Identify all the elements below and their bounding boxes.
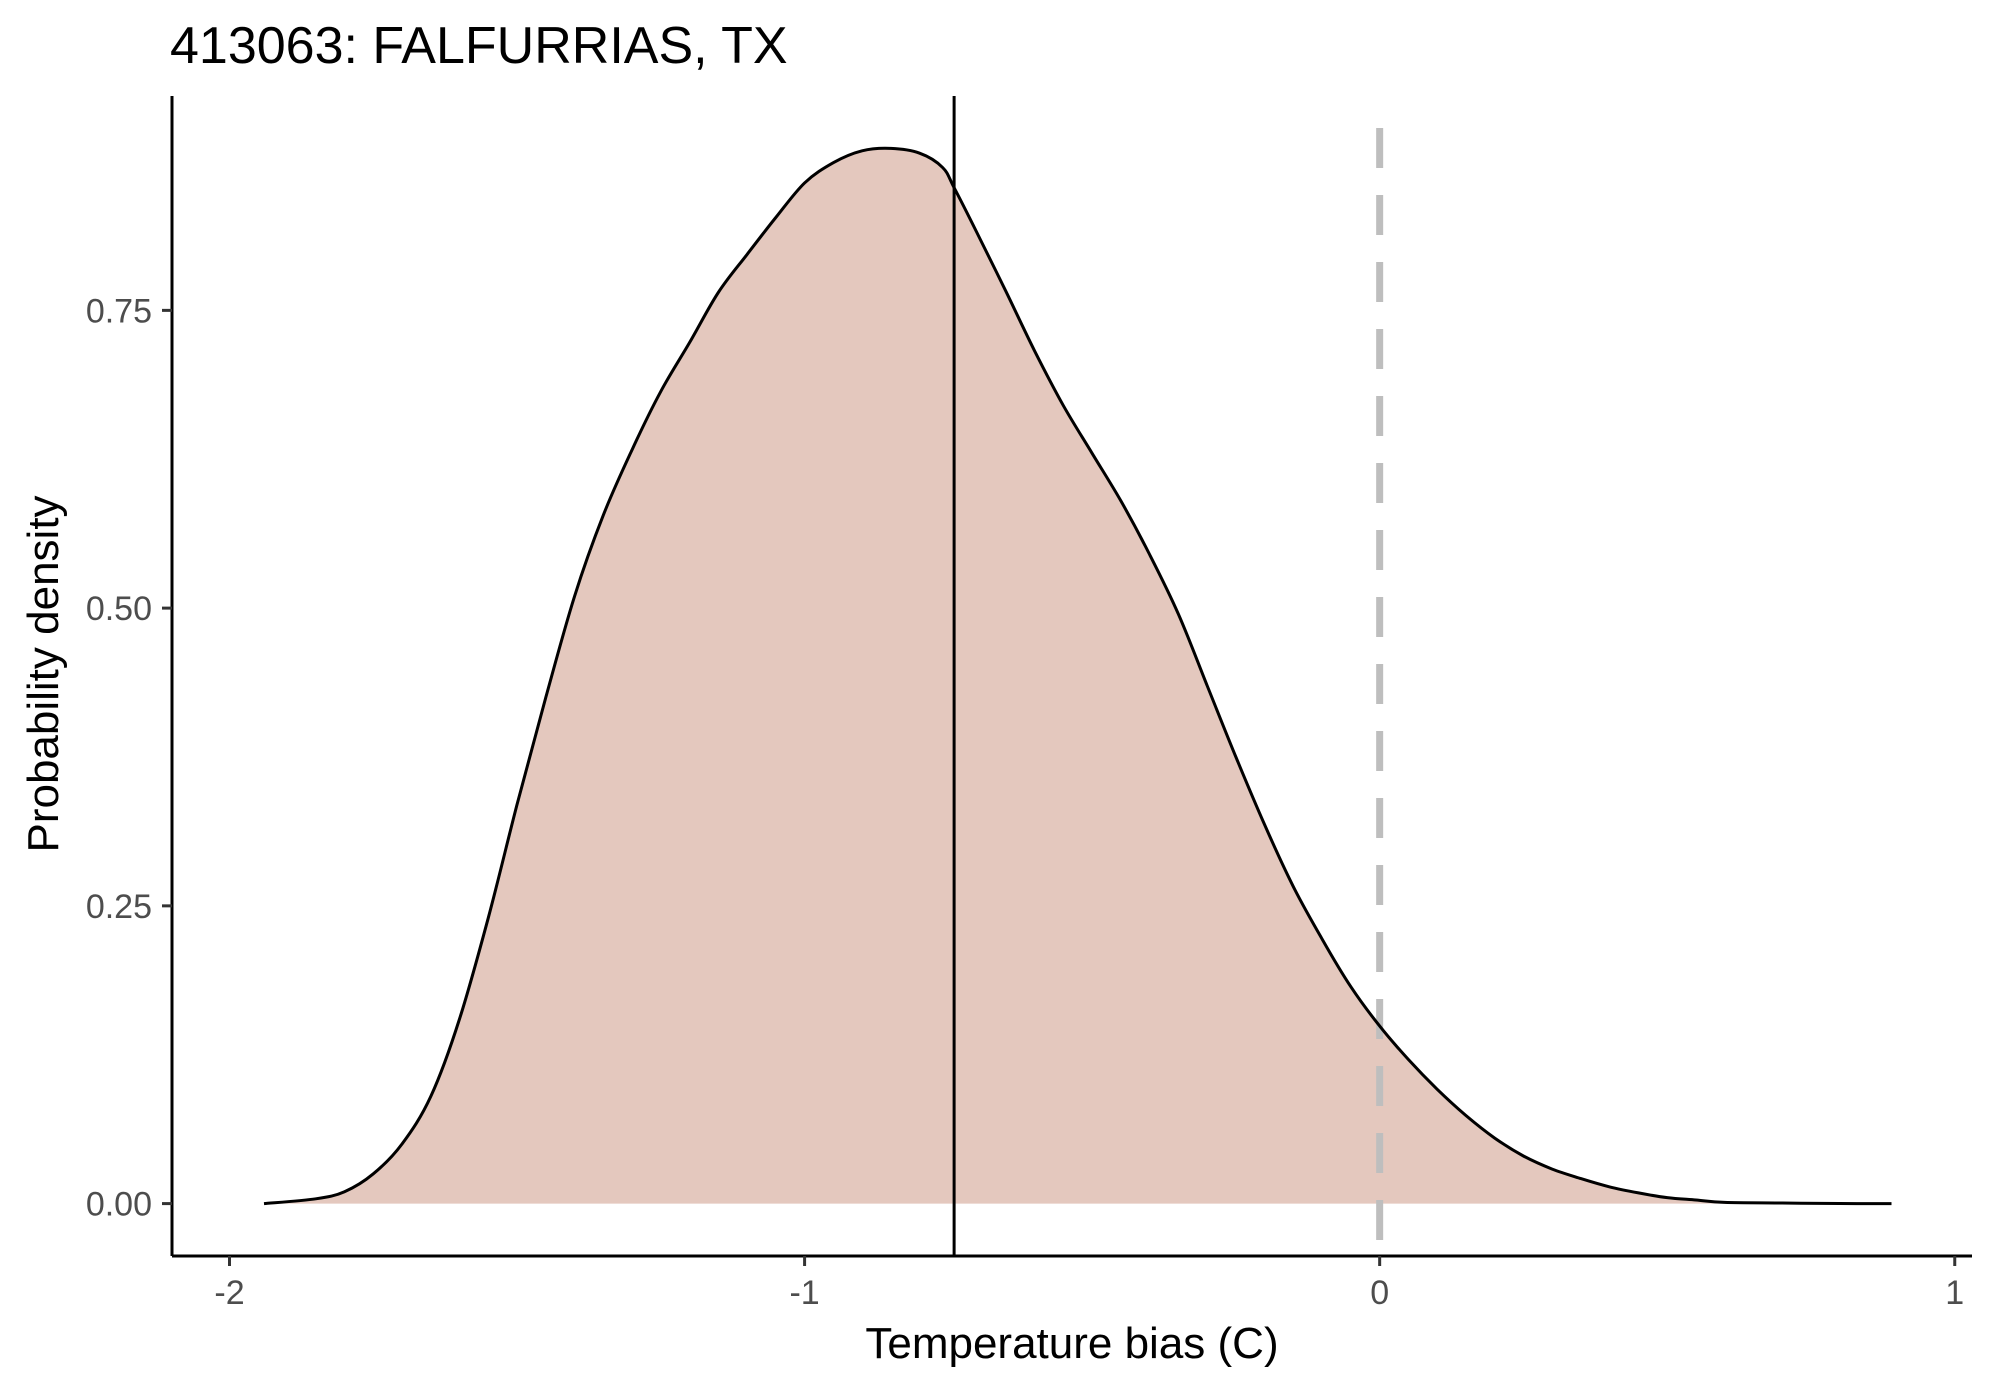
- x-tick-label: 0: [1370, 1274, 1389, 1312]
- plot-area: [263, 96, 1892, 1256]
- y-tick-label: 0.00: [86, 1186, 152, 1224]
- x-axis-ticks: -2 -1 0 1: [214, 1256, 1964, 1312]
- x-tick-label: 1: [1945, 1274, 1964, 1312]
- y-tick-label: 0.75: [86, 292, 152, 330]
- axes: 0.00 0.25 0.50 0.75 -2 -1 0 1: [86, 96, 1972, 1312]
- y-tick-label: 0.50: [86, 590, 152, 628]
- x-tick-label: -1: [789, 1274, 819, 1312]
- y-axis-ticks: 0.00 0.25 0.50 0.75: [86, 292, 172, 1224]
- x-axis-title: Temperature bias (C): [865, 1319, 1278, 1368]
- chart-title: 413063: FALFURRIAS, TX: [170, 17, 788, 75]
- x-tick-label: -2: [214, 1274, 244, 1312]
- y-axis-title: Probability density: [19, 495, 68, 852]
- density-fill: [264, 148, 1892, 1204]
- y-tick-label: 0.25: [86, 888, 152, 926]
- density-curve: [263, 146, 1892, 1206]
